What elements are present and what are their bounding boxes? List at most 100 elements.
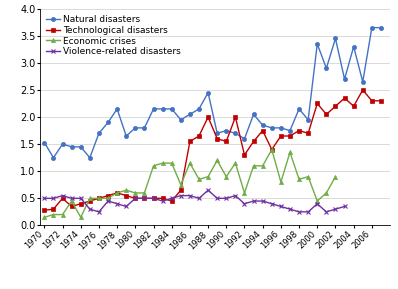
Economic crises xyxy=(88,197,92,200)
Natural disasters xyxy=(324,66,329,70)
Technological disasters xyxy=(160,197,165,200)
Technological disasters xyxy=(269,148,274,151)
Technological disasters xyxy=(233,115,238,119)
Violence-related disasters xyxy=(342,205,347,208)
Violence-related disasters xyxy=(224,197,229,200)
Technological disasters xyxy=(105,194,110,197)
Economic crises xyxy=(251,164,256,168)
Economic crises xyxy=(115,191,119,195)
Natural disasters xyxy=(115,107,119,111)
Violence-related disasters xyxy=(269,202,274,205)
Natural disasters xyxy=(160,107,165,111)
Technological disasters xyxy=(60,197,65,200)
Natural disasters xyxy=(297,107,301,111)
Technological disasters xyxy=(42,209,47,212)
Line: Economic crises: Economic crises xyxy=(42,147,338,219)
Natural disasters xyxy=(178,118,183,121)
Technological disasters xyxy=(279,134,283,138)
Natural disasters xyxy=(42,141,47,144)
Line: Natural disasters: Natural disasters xyxy=(42,25,383,160)
Violence-related disasters xyxy=(51,197,56,200)
Economic crises xyxy=(51,213,56,216)
Violence-related disasters xyxy=(297,210,301,214)
Violence-related disasters xyxy=(279,205,283,208)
Technological disasters xyxy=(142,197,147,200)
Violence-related disasters xyxy=(88,208,92,211)
Economic crises xyxy=(260,164,265,168)
Economic crises xyxy=(297,178,301,181)
Economic crises xyxy=(224,175,229,178)
Violence-related disasters xyxy=(306,210,310,214)
Natural disasters xyxy=(279,126,283,129)
Natural disasters xyxy=(315,42,320,46)
Technological disasters xyxy=(197,134,201,138)
Technological disasters xyxy=(69,205,74,208)
Natural disasters xyxy=(69,145,74,149)
Technological disasters xyxy=(178,188,183,192)
Economic crises xyxy=(124,188,129,192)
Technological disasters xyxy=(215,137,220,140)
Natural disasters xyxy=(187,113,192,116)
Economic crises xyxy=(42,216,47,219)
Technological disasters xyxy=(187,140,192,143)
Technological disasters xyxy=(342,96,347,100)
Technological disasters xyxy=(242,153,247,157)
Economic crises xyxy=(242,191,247,195)
Violence-related disasters xyxy=(60,194,65,197)
Legend: Natural disasters, Technological disasters, Economic crises, Violence-related di: Natural disasters, Technological disaste… xyxy=(44,13,183,58)
Violence-related disasters xyxy=(42,197,47,200)
Economic crises xyxy=(215,159,220,162)
Violence-related disasters xyxy=(169,197,174,200)
Natural disasters xyxy=(233,131,238,135)
Violence-related disasters xyxy=(251,199,256,203)
Economic crises xyxy=(233,161,238,165)
Economic crises xyxy=(151,164,156,168)
Natural disasters xyxy=(105,121,110,124)
Violence-related disasters xyxy=(187,194,192,197)
Violence-related disasters xyxy=(324,210,329,214)
Economic crises xyxy=(288,151,293,154)
Natural disasters xyxy=(88,156,92,160)
Technological disasters xyxy=(288,134,293,138)
Technological disasters xyxy=(51,208,56,211)
Natural disasters xyxy=(333,37,338,40)
Economic crises xyxy=(97,197,101,200)
Natural disasters xyxy=(60,142,65,146)
Technological disasters xyxy=(251,140,256,143)
Technological disasters xyxy=(351,105,356,108)
Violence-related disasters xyxy=(233,194,238,197)
Natural disasters xyxy=(97,131,101,135)
Technological disasters xyxy=(206,115,211,119)
Technological disasters xyxy=(124,194,129,197)
Economic crises xyxy=(169,161,174,165)
Violence-related disasters xyxy=(115,202,119,205)
Technological disasters xyxy=(97,197,101,200)
Violence-related disasters xyxy=(315,202,320,205)
Economic crises xyxy=(197,178,201,181)
Natural disasters xyxy=(306,118,310,121)
Natural disasters xyxy=(242,137,247,140)
Economic crises xyxy=(69,199,74,203)
Economic crises xyxy=(315,199,320,203)
Natural disasters xyxy=(197,107,201,111)
Natural disasters xyxy=(142,126,147,129)
Violence-related disasters xyxy=(124,205,129,208)
Economic crises xyxy=(324,191,329,195)
Technological disasters xyxy=(169,199,174,203)
Violence-related disasters xyxy=(97,210,101,214)
Economic crises xyxy=(60,213,65,216)
Line: Violence-related disasters: Violence-related disasters xyxy=(42,188,347,214)
Economic crises xyxy=(333,175,338,178)
Technological disasters xyxy=(151,197,156,200)
Economic crises xyxy=(206,175,211,178)
Natural disasters xyxy=(369,26,374,29)
Natural disasters xyxy=(169,107,174,111)
Violence-related disasters xyxy=(178,194,183,197)
Natural disasters xyxy=(351,45,356,48)
Natural disasters xyxy=(51,156,56,160)
Economic crises xyxy=(78,216,83,219)
Natural disasters xyxy=(215,131,220,135)
Technological disasters xyxy=(306,131,310,135)
Technological disasters xyxy=(324,113,329,116)
Economic crises xyxy=(178,183,183,186)
